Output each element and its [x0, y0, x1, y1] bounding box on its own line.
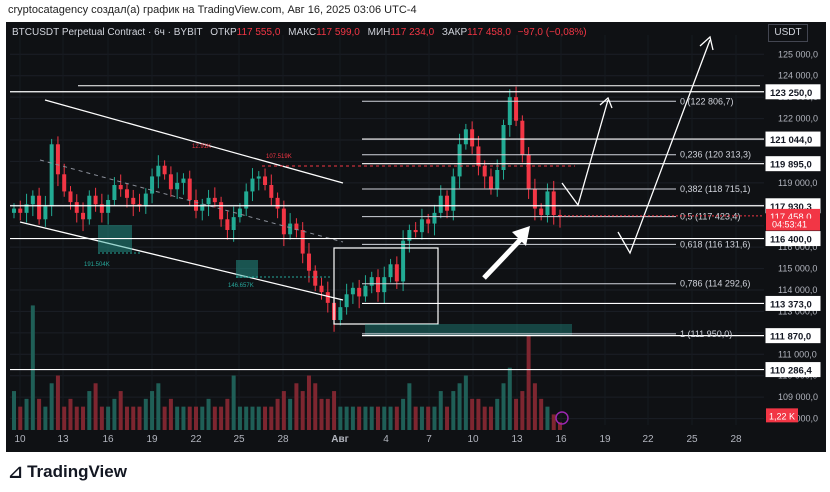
symbol-title[interactable]: BTCUSDT Perpetual Contract · 6ч · BYBIT [12, 27, 203, 38]
change-value: −97,0 (−0,08%) [517, 27, 587, 38]
low-label: МИН [367, 27, 391, 38]
open-label: ОТКР [210, 27, 237, 38]
low-value: 117 234,0 [390, 27, 435, 38]
chart-panel[interactable] [6, 22, 826, 452]
tradingview-logo[interactable]: ⊿ TradingView [8, 460, 127, 484]
high-value: 117 599,0 [316, 27, 360, 38]
open-value: 117 555,0 [236, 27, 281, 38]
high-label: МАКС [288, 27, 317, 38]
attribution-text: cryptocatagency создал(а) график на Trad… [8, 4, 417, 16]
currency-button[interactable]: USDT [768, 24, 808, 42]
close-label: ЗАКР [441, 27, 468, 38]
close-value: 117 458,0 [467, 27, 511, 38]
brand-name: TradingView [27, 462, 127, 481]
tradingview-logo-icon: ⊿ [8, 461, 24, 483]
symbol-legend: BTCUSDT Perpetual Contract · 6ч · BYBIT … [12, 27, 587, 38]
